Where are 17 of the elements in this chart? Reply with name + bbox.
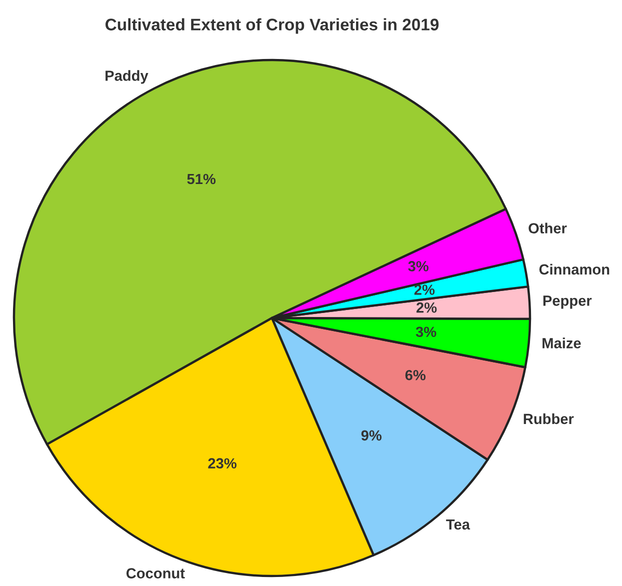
data-label: 3% <box>408 261 428 272</box>
slice-label: Pepper <box>543 296 592 309</box>
data-label: 2% <box>414 284 435 295</box>
slice-label: Rubber <box>524 413 574 424</box>
slice-label: Coconut <box>126 568 185 578</box>
slice-label: Cinnamon <box>539 264 610 275</box>
slice-label: Other <box>528 222 567 234</box>
data-label: 9% <box>361 430 382 441</box>
data-label: 3% <box>416 326 436 338</box>
data-label: 23% <box>208 458 236 469</box>
slice-label: Tea <box>446 519 470 530</box>
data-label: 6% <box>405 370 426 380</box>
data-label: 2% <box>416 302 437 313</box>
slice-label: Paddy <box>106 70 148 84</box>
chart-title: Cultivated Extent of Crop Varieties in 2019 <box>106 18 439 34</box>
slice-label: Maize <box>542 338 581 348</box>
data-label: 51% <box>187 174 216 184</box>
